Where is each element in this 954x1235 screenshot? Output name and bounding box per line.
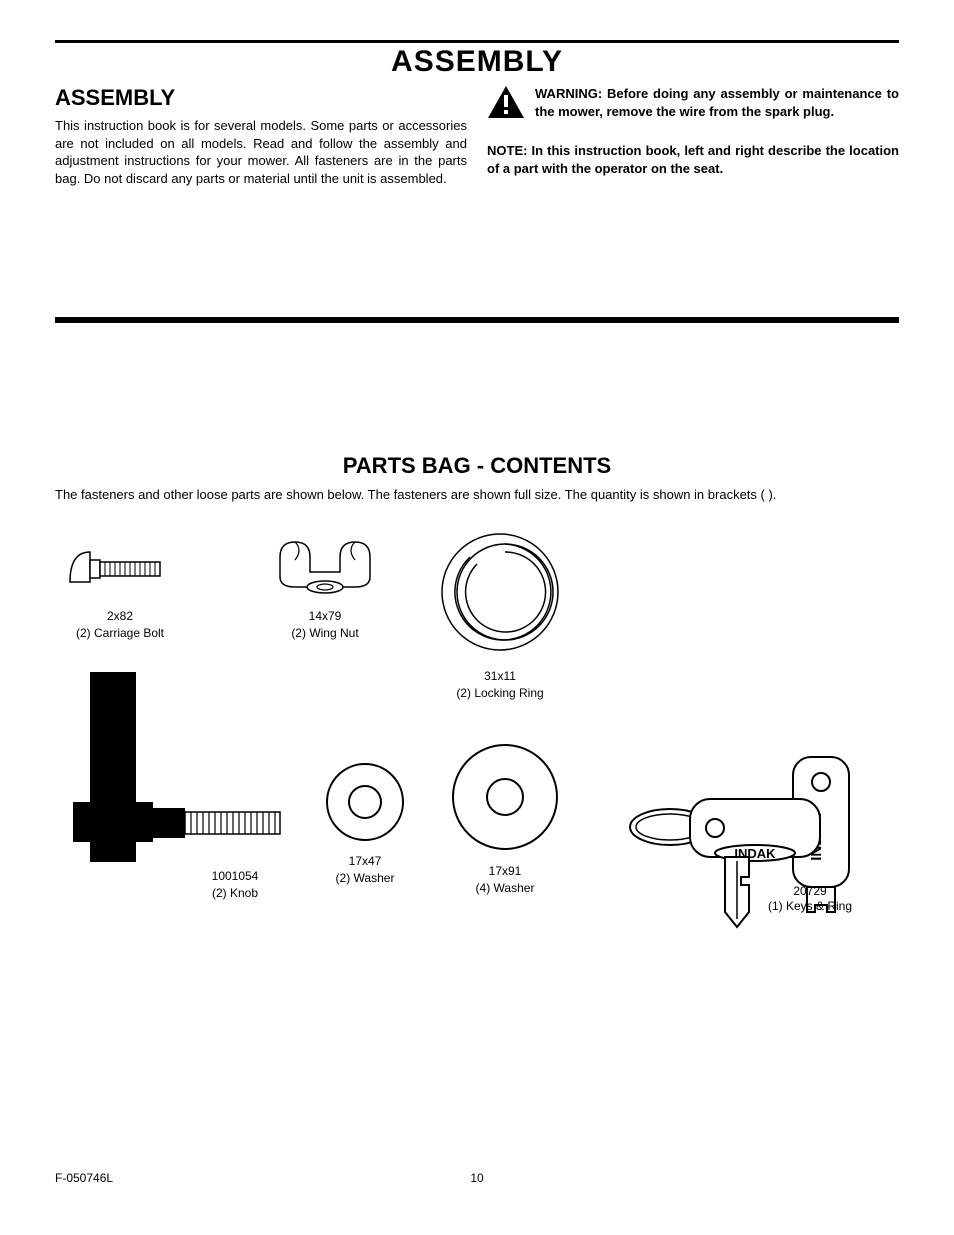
locking-ring-label: (2) Locking Ring bbox=[435, 686, 565, 701]
two-column-layout: ASSEMBLY This instruction book is for se… bbox=[55, 85, 899, 187]
section-divider bbox=[55, 317, 899, 323]
warning-text: WARNING: Before doing any assembly or ma… bbox=[535, 85, 899, 120]
top-rule bbox=[55, 40, 899, 43]
page-main-title: ASSEMBLY bbox=[55, 45, 899, 79]
locking-ring-code: 31x11 bbox=[435, 669, 565, 684]
washer-large-code: 17x91 bbox=[440, 864, 570, 879]
washer-small-icon bbox=[320, 757, 410, 847]
page-number: 10 bbox=[470, 1171, 483, 1185]
part-locking-ring: 31x11 (2) Locking Ring bbox=[435, 522, 565, 701]
keys-label: (1) Keys & Ring bbox=[755, 899, 865, 914]
left-column: ASSEMBLY This instruction book is for se… bbox=[55, 85, 467, 187]
keys-code: 20729 bbox=[755, 884, 865, 899]
carriage-bolt-label: (2) Carriage Bolt bbox=[55, 626, 185, 641]
part-washer-large: 17x91 (4) Washer bbox=[440, 737, 570, 896]
carriage-bolt-icon bbox=[65, 532, 175, 602]
warning-triangle-icon bbox=[487, 85, 525, 124]
locking-ring-icon bbox=[435, 522, 565, 662]
part-wing-nut: 14x79 (2) Wing Nut bbox=[260, 532, 390, 641]
parts-bag-heading: PARTS BAG - CONTENTS bbox=[55, 453, 899, 479]
part-keys-ring: INDAK INDAK 20729 (1) Keys & Ring bbox=[615, 737, 875, 942]
warning-block: WARNING: Before doing any assembly or ma… bbox=[487, 85, 899, 124]
knob-icon bbox=[55, 672, 295, 862]
parts-bag-desc: The fasteners and other loose parts are … bbox=[55, 487, 899, 502]
knob-label: (2) Knob bbox=[175, 886, 295, 901]
wing-nut-icon bbox=[265, 532, 385, 602]
part-washer-small: 17x47 (2) Washer bbox=[310, 757, 420, 886]
knob-code: 1001054 bbox=[175, 869, 295, 884]
assembly-body: This instruction book is for several mod… bbox=[55, 117, 467, 187]
washer-small-label: (2) Washer bbox=[310, 871, 420, 886]
washer-large-icon bbox=[445, 737, 565, 857]
note-text: NOTE: In this instruction book, left and… bbox=[487, 142, 899, 177]
washer-small-code: 17x47 bbox=[310, 854, 420, 869]
part-carriage-bolt: 2x82 (2) Carriage Bolt bbox=[55, 532, 185, 641]
wing-nut-code: 14x79 bbox=[260, 609, 390, 624]
page-footer: F-050746L 10 bbox=[55, 1171, 899, 1185]
footer-code: F-050746L bbox=[55, 1171, 113, 1185]
right-column: WARNING: Before doing any assembly or ma… bbox=[487, 85, 899, 187]
assembly-heading: ASSEMBLY bbox=[55, 85, 467, 111]
carriage-bolt-code: 2x82 bbox=[55, 609, 185, 624]
part-knob: 1001054 (2) Knob bbox=[55, 672, 295, 901]
washer-large-label: (4) Washer bbox=[440, 881, 570, 896]
wing-nut-label: (2) Wing Nut bbox=[260, 626, 390, 641]
parts-diagram-area: 2x82 (2) Carriage Bolt 14x79 (2) Wing Nu… bbox=[55, 522, 899, 992]
